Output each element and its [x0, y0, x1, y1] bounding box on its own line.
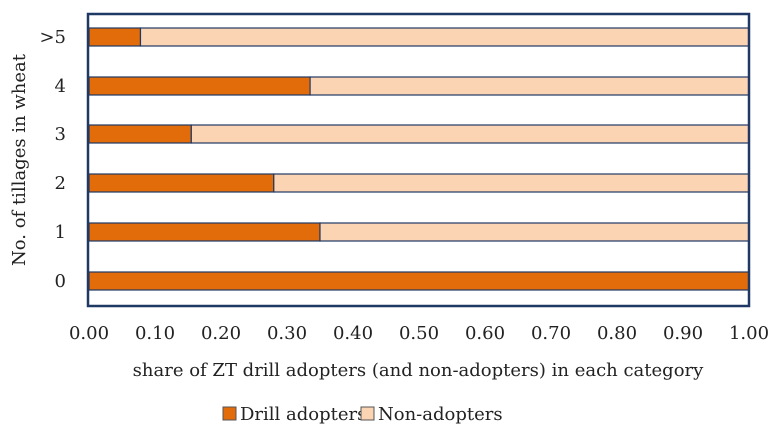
- y-tick-label: 2: [55, 173, 66, 194]
- legend-label-non-adopters: Non-adopters: [378, 404, 503, 425]
- bar-drill-adopters-2: [88, 173, 275, 193]
- bar-drill-adopters-0: [88, 271, 750, 291]
- bar-drill-adopters-1: [88, 222, 321, 242]
- bar-non-adopters-3: [190, 124, 750, 144]
- x-tick-label: 0.40: [333, 323, 373, 344]
- legend-swatch-drill-adopters: [222, 406, 237, 421]
- y-tick-label: 0: [55, 271, 66, 292]
- bar-drill-adopters-5: [88, 27, 142, 47]
- x-tick-label: 1.00: [729, 323, 769, 344]
- legend-swatch-non-adopters: [360, 406, 375, 421]
- y-tick-label: 3: [55, 124, 66, 145]
- bar-non-adopters-5: [139, 27, 750, 47]
- y-tick-label: >5: [39, 27, 66, 48]
- x-tick-label: 0.30: [267, 323, 307, 344]
- x-tick-label: 0.20: [201, 323, 241, 344]
- x-tick-label: 0.10: [135, 323, 175, 344]
- y-tick-label: 4: [55, 76, 66, 97]
- bar-non-adopters-4: [309, 76, 750, 96]
- bars-group: [88, 27, 750, 291]
- bar-drill-adopters-4: [88, 76, 311, 96]
- bar-non-adopters-2: [273, 173, 750, 193]
- x-tick-label: 0.70: [531, 323, 571, 344]
- legend: Drill adopters Non-adopters: [222, 404, 503, 425]
- x-axis-title: share of ZT drill adopters (and non-adop…: [133, 360, 704, 381]
- y-axis-title: No. of tillages in wheat: [9, 53, 30, 266]
- x-tick-label: 0.80: [597, 323, 637, 344]
- plot-frame: [86, 12, 751, 308]
- x-tick-label: 0.90: [663, 323, 703, 344]
- x-tick-labels: 0.00 0.10 0.20 0.30 0.40 0.50 0.60 0.70 0.80 0.90…: [69, 323, 769, 344]
- x-tick-label: 0.60: [465, 323, 505, 344]
- bar-non-adopters-1: [319, 222, 750, 242]
- x-tick-label: 0.50: [399, 323, 439, 344]
- legend-label-drill-adopters: Drill adopters: [240, 404, 366, 425]
- x-tick-label: 0.00: [69, 323, 109, 344]
- y-tick-label: 1: [55, 222, 66, 243]
- y-tick-labels: 0 1 2 3 4 >5: [39, 27, 66, 292]
- bar-drill-adopters-3: [88, 124, 192, 144]
